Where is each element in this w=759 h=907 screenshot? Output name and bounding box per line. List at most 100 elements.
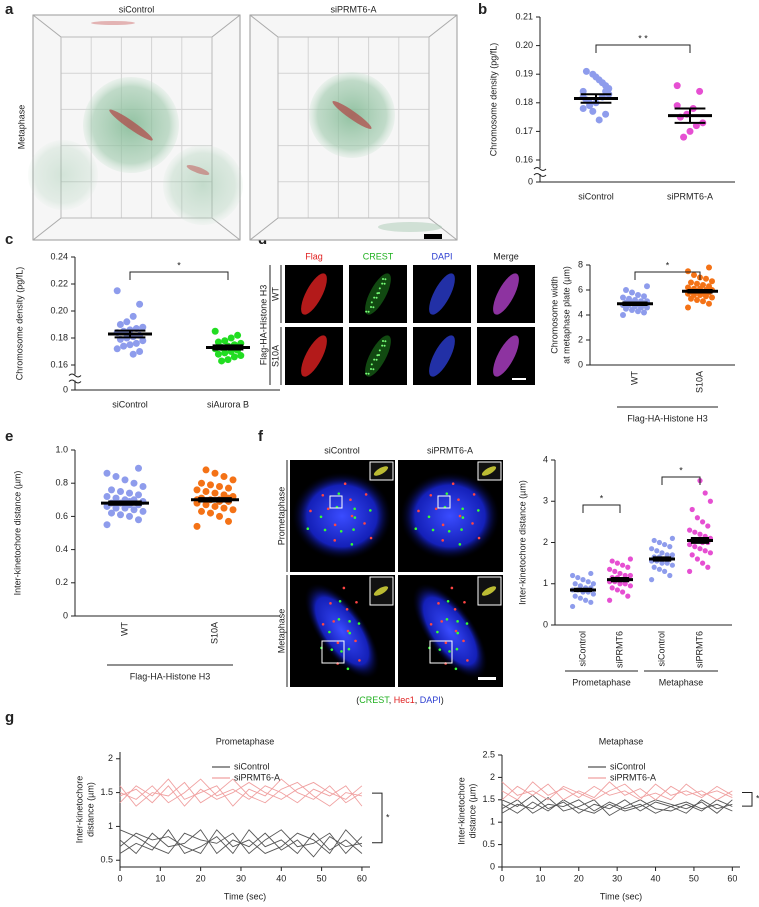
data-point [585,579,591,585]
kinetochore [455,647,459,651]
x-tick-label: 0 [499,873,504,883]
kinetochore [457,498,460,501]
chart-title: Metaphase [599,736,644,746]
y-tick-label: 0 [528,176,533,186]
data-point [230,353,238,361]
zoom-box [321,640,345,664]
kinetochore [321,493,325,497]
y-tick-label: 4 [578,309,583,319]
data-point [112,504,120,512]
data-point [123,318,131,326]
data-point [614,560,621,566]
image-edge [32,217,62,241]
chromosome-signal [429,273,455,315]
data-point [706,283,712,290]
significance-bracket [661,476,701,485]
x-tick-label: siControl [577,631,587,667]
y-axis-label: Chromosome density (pg/fL) [14,267,24,381]
image-row-label: Metaphase [16,105,26,150]
kinetochore [353,507,356,511]
chromosome [332,101,372,129]
series-line [501,796,733,817]
kinetochore [350,543,354,546]
data-point [620,312,626,318]
kinetochore [350,514,354,518]
image-edge [211,14,241,38]
kinetochore [345,607,349,611]
data-point [214,338,222,346]
y-tick-label: 0 [543,619,548,629]
legend-part: , [389,695,394,705]
x-tick-label: 40 [651,873,661,883]
zoom-box [437,495,451,509]
data-point [113,345,121,353]
y-tick-label: 0.19 [515,69,533,79]
chromosome-signal [493,273,519,315]
panel-label: e [5,428,13,445]
image-column-label: siControl [324,445,360,455]
image-edge [428,217,458,241]
data-point [590,581,597,587]
data-point [211,469,219,477]
data-point [654,548,660,554]
image-edge [428,14,458,38]
kinetochore [370,363,373,366]
image-box [60,36,213,219]
kinetochore [376,354,379,357]
significance-bracket [634,271,701,280]
data-point [211,502,219,510]
data-point [691,272,697,278]
data-point [709,278,715,285]
kinetochore [337,492,341,495]
kinetochore [427,515,431,519]
data-point [627,572,634,579]
kinetochore [454,629,458,633]
data-point [112,494,120,502]
data-point [214,350,222,358]
data-point [669,562,676,568]
data-point [577,595,584,601]
kinetochore [370,306,372,308]
significance-label: * [386,812,390,822]
x-tick-label: 30 [612,873,622,883]
data-point [108,486,115,494]
data-point [694,280,700,287]
data-point [202,501,210,509]
significance-label: * [679,465,683,475]
kinetochore [378,354,380,356]
data-point [211,327,219,335]
image-box [277,36,430,219]
y-axis-label: Inter-kinetochore distance (µm) [12,471,22,596]
data-point [617,581,623,587]
kinetochore [429,493,433,497]
data-point [626,295,632,302]
data-point [620,294,626,301]
data-point [706,300,712,307]
data-point [694,297,700,303]
significance-label: * [600,493,604,503]
kinetochore [441,539,445,542]
y-tick-label: 0.18 [515,97,533,107]
x-tick-label: siControl [112,399,148,409]
inset-signal [373,586,389,596]
kinetochore [466,659,469,662]
x-tick-label: 50 [317,873,327,883]
data-point [577,583,584,589]
data-point [685,268,691,275]
chromosome-signal [493,335,519,377]
kinetochore [456,620,459,623]
data-point [583,597,589,603]
kinetochore [381,282,384,285]
data-point [103,469,111,477]
image-column-label: CREST [363,251,394,261]
kinetochore [458,543,462,546]
data-point [139,323,147,331]
kinetochore [384,340,387,343]
chromosome-signal [301,335,327,377]
kinetochore [353,516,357,519]
kinetochore [340,650,343,653]
data-point [656,539,663,546]
kinetochore [372,306,375,309]
series-line [119,778,363,807]
y-tick-label: 0.5 [100,855,113,865]
